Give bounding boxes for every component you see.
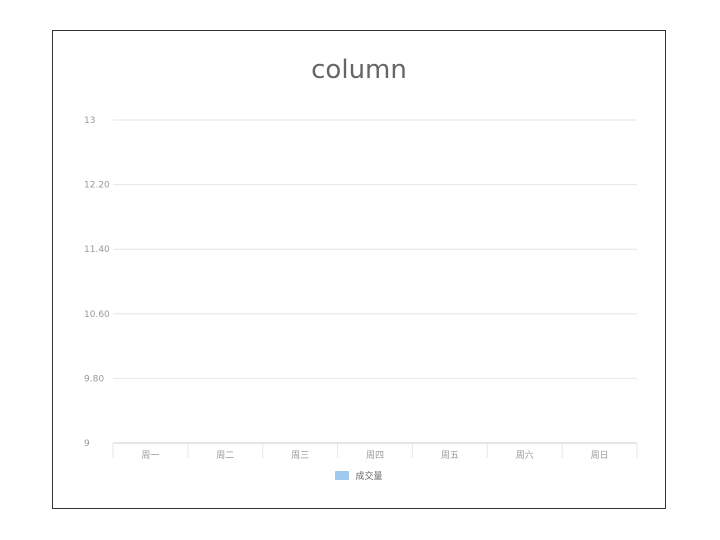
x-tick-label: 周六 [516,449,534,461]
x-tick-label: 周五 [441,450,459,461]
y-tick-label: 13 [84,116,95,126]
x-tick-label: 周二 [216,450,234,461]
chart-title: column [311,55,407,85]
x-tick-label: 周四 [366,450,384,461]
y-tick-label: 10.60 [84,310,110,320]
y-tick-label: 12.20 [84,181,110,191]
x-tick-label: 周日 [591,450,609,461]
legend[interactable]: 成交量 [53,469,665,482]
legend-label: 成交量 [355,472,383,482]
y-tick-label: 9.80 [84,374,104,384]
column-chart: 9 9.80 10.60 11.40 12.20 13 周一 周二 周三 周四 周五 周六 周日 [84,116,638,461]
y-tick-label: 11.40 [84,245,110,255]
y-tick-label: 9 [84,439,90,449]
x-tick-label: 周一 [141,450,159,461]
legend-swatch [335,471,350,480]
chart-frame: column 9 9.80 10.60 11.40 12.20 13 周一 周二 周三 周四 周五 周… [52,30,666,509]
x-tick-label: 周三 [291,450,309,461]
